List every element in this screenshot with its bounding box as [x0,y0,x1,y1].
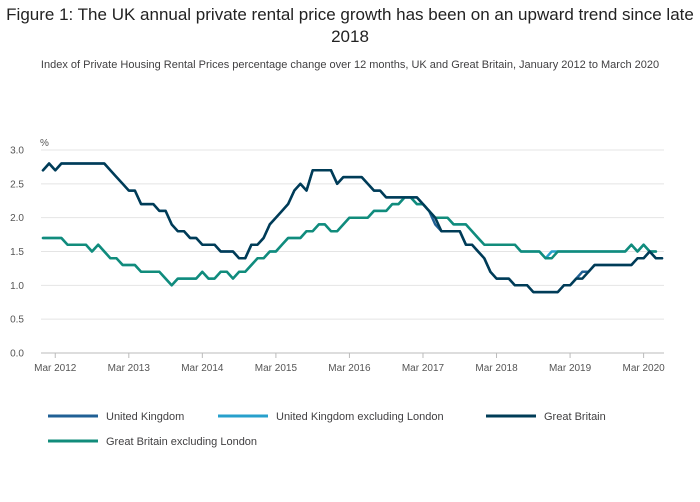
series-lines [41,162,664,294]
x-tick-label: Mar 2013 [108,363,151,374]
legend: United Kingdom United Kingdom excluding L… [48,411,606,448]
chart-title: Figure 1: The UK annual private rental p… [6,5,694,46]
chart-subtitle: Index of Private Housing Rental Prices p… [40,59,660,71]
legend-label: United Kingdom excluding London [276,411,444,423]
x-tick-label: Mar 2014 [181,363,224,374]
x-tick-label: Mar 2012 [34,363,77,374]
y-tick-label: 2.0 [10,213,24,224]
y-tick-label: 0.0 [10,349,24,360]
legend-item: Great Britain [486,411,606,423]
y-axis-label: % [40,138,49,149]
x-tick-label: Mar 2016 [328,363,371,374]
y-tick-label: 1.5 [10,247,24,258]
series-line-great-britain-excluding-london [41,196,658,287]
y-axis: 0.0 0.5 1.0 1.5 2.0 2.5 3.0 [10,146,24,360]
x-axis: Mar 2012 Mar 2013 Mar 2014 Mar 2015 Mar 2016… [34,353,665,374]
legend-item: United Kingdom excluding London [218,411,444,423]
legend-item: Great Britain excluding London [48,436,257,448]
legend-label: Great Britain excluding London [106,436,257,448]
x-tick-label: Mar 2019 [549,363,592,374]
y-tick-label: 1.0 [10,281,24,292]
x-tick-label: Mar 2017 [402,363,445,374]
x-tick-label: Mar 2018 [475,363,518,374]
series-line-great-britain [41,162,664,294]
x-tick-label: Mar 2020 [622,363,665,374]
series-line-united-kingdom-excluding-london [41,196,658,287]
y-tick-label: 2.5 [10,179,24,190]
legend-label: Great Britain [544,411,606,423]
y-tick-label: 0.5 [10,315,24,326]
y-tick-label: 3.0 [10,146,24,157]
legend-label: United Kingdom [106,411,184,423]
x-tick-label: Mar 2015 [255,363,298,374]
series-line-united-kingdom [41,162,664,294]
legend-item: United Kingdom [48,411,184,423]
